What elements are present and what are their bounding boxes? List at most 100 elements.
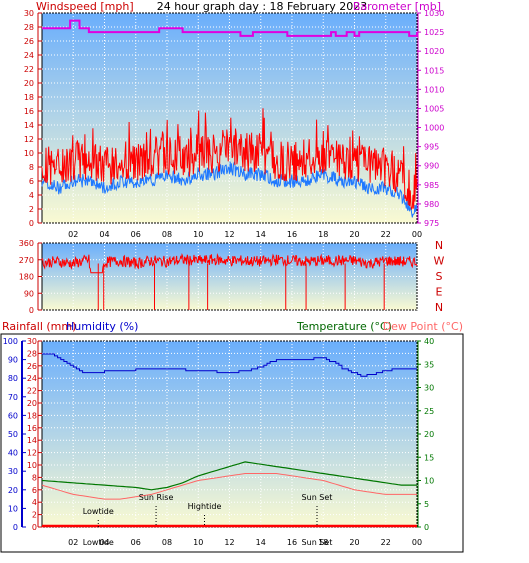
rainfall-tick-label: 10 xyxy=(27,461,37,470)
windspeed-tick-label: 22 xyxy=(24,65,34,74)
temperature-tick-label: 5 xyxy=(424,500,429,509)
temperature-axis: 0 5 10 15 20 25 30 35 40 xyxy=(417,337,434,532)
rainfall-tick-label: 24 xyxy=(27,374,37,383)
humidity-tick-label: 30 xyxy=(8,467,18,476)
hour-tick-label: 06 xyxy=(131,230,141,239)
hour-tick-label: 22 xyxy=(381,538,391,547)
hour-tick-label: Sun Set xyxy=(302,538,333,547)
barometer-tick-label: 975 xyxy=(424,219,439,228)
hour-tick-label: 00 xyxy=(412,230,422,239)
rainfall-tick-label: 14 xyxy=(27,436,37,445)
barometer-tick-label: 980 xyxy=(424,200,439,209)
rainfall-tick-label: 8 xyxy=(32,473,37,482)
annotation-label: Sun Set xyxy=(302,493,333,502)
humidity-tick-label: 80 xyxy=(8,374,18,383)
hour-tick-label: 20 xyxy=(349,230,359,239)
dewpoint-title: Dew Point (°C) xyxy=(383,320,463,333)
humidity-tick-label: 20 xyxy=(8,486,18,495)
hour-tick-label: 06 xyxy=(131,538,141,547)
windspeed-tick-label: 10 xyxy=(24,149,34,158)
humidity-axis: 0 10 20 30 40 50 60 70 80 90 100 xyxy=(3,337,26,532)
annotation-label: Sun Rise xyxy=(139,493,174,502)
windspeed-tick-label: 8 xyxy=(29,163,34,172)
direction-tick-label: 270 xyxy=(19,256,34,265)
barometer-line xyxy=(42,19,418,37)
barometer-tick-label: 1025 xyxy=(424,28,444,37)
barometer-tick-label: 990 xyxy=(424,162,439,171)
wind-grid xyxy=(42,12,418,224)
humidity-tick-label: 90 xyxy=(8,356,18,365)
humidity-tick-label: 60 xyxy=(8,411,18,420)
windspeed-tick-label: 0 xyxy=(29,219,34,228)
hour-tick-label: 12 xyxy=(224,538,234,547)
wind-x-axis: 02 04 06 08 10 12 14 16 18 20 22 00 xyxy=(68,230,422,239)
humidity-tick-label: 70 xyxy=(8,393,18,402)
hour-tick-label: 04 xyxy=(99,230,109,239)
direction-series xyxy=(41,252,418,310)
compass-label: N xyxy=(435,239,443,252)
left-axis-title: Windspeed [mph] xyxy=(36,0,134,13)
rainfall-title: Rainfall (mm) xyxy=(2,320,76,333)
windspeed-tick-label: 6 xyxy=(29,177,34,186)
hour-tick-label: 08 xyxy=(162,230,172,239)
hour-tick-label: 10 xyxy=(193,538,203,547)
temperature-tick-label: 25 xyxy=(424,407,434,416)
barometer-tick-label: 1005 xyxy=(424,104,444,113)
rainfall-tick-label: 4 xyxy=(32,498,37,507)
hour-tick-label: 08 xyxy=(162,538,172,547)
windspeed-tick-label: 14 xyxy=(24,121,34,130)
direction-tick-label: 180 xyxy=(19,273,34,282)
windspeed-tick-label: 12 xyxy=(24,135,34,144)
direction-axis: 0 90 180 270 360 xyxy=(19,239,42,315)
temperature-tick-label: 0 xyxy=(424,523,429,532)
hour-tick-label: Lowtide xyxy=(83,538,114,547)
barometer-axis: 975 980 985 990 995 1000 1005 1010 1015 1020 1025 1… xyxy=(417,9,444,228)
wind-direction-line xyxy=(41,252,418,274)
direction-tick-label: 90 xyxy=(24,289,34,298)
hour-tick-label: 14 xyxy=(256,230,266,239)
windspeed-tick-label: 28 xyxy=(24,23,34,32)
barometer-tick-label: 1030 xyxy=(424,9,444,18)
temperature-tick-label: 30 xyxy=(424,384,434,393)
temperature-tick-label: 40 xyxy=(424,337,434,346)
rainfall-tick-label: 0 xyxy=(32,523,37,532)
hour-tick-label: 04 xyxy=(99,538,109,547)
rainfall-tick-label: 16 xyxy=(27,424,37,433)
windspeed-tick-label: 4 xyxy=(29,191,34,200)
windspeed-tick-label: 26 xyxy=(24,37,34,46)
temperature-tick-label: 15 xyxy=(424,453,434,462)
wind-series xyxy=(41,19,418,218)
rainfall-tick-label: 20 xyxy=(27,399,37,408)
dewpoint-line xyxy=(41,473,417,500)
temperature-tick-label: 20 xyxy=(424,430,434,439)
barometer-tick-label: 985 xyxy=(424,181,439,190)
windspeed-tick-label: 2 xyxy=(29,205,34,214)
wind-average-line xyxy=(41,161,418,218)
hour-tick-label: 18 xyxy=(318,230,328,239)
rainfall-tick-label: 18 xyxy=(27,411,37,420)
temperature-title: Temperature (°C) xyxy=(296,320,392,333)
hour-tick-label: 00 xyxy=(412,538,422,547)
graph-title: 24 hour graph day : 18 February 2023 xyxy=(157,0,368,13)
humidity-title: Humidity (%) xyxy=(66,320,138,333)
rainfall-tick-label: 2 xyxy=(32,511,37,520)
humidity-tick-label: 10 xyxy=(8,504,18,513)
hour-tick-label: 18 xyxy=(318,538,328,547)
compass-label: W xyxy=(434,255,445,268)
wind-gust-line xyxy=(41,108,418,211)
barometer-tick-label: 1015 xyxy=(424,66,444,75)
compass-label: S xyxy=(436,270,443,283)
humidity-tick-label: 50 xyxy=(8,430,18,439)
temperature-tick-label: 35 xyxy=(424,360,434,369)
rainfall-tick-label: 30 xyxy=(27,337,37,346)
hour-tick-label: 12 xyxy=(224,230,234,239)
barometer-tick-label: 1000 xyxy=(424,124,444,133)
humidity-tick-label: 100 xyxy=(3,337,18,346)
barometer-tick-label: 995 xyxy=(424,143,439,152)
barometer-tick-label: 1010 xyxy=(424,85,444,94)
